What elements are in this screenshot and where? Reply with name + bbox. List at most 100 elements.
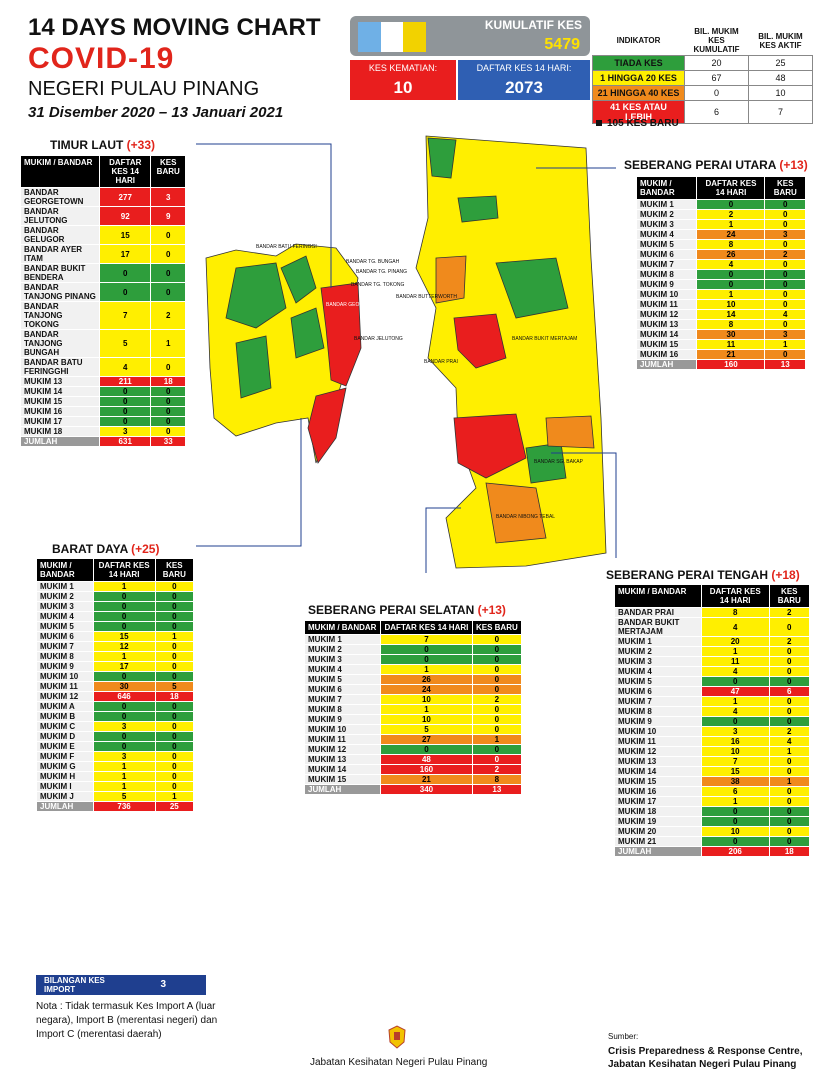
mukim-name: MUKIM 12 xyxy=(303,744,382,755)
new-cases: 0 xyxy=(764,239,806,250)
total-label: JUMLAH xyxy=(36,801,94,812)
cases-14-days: 3 xyxy=(92,751,156,762)
source-label: Sumber: xyxy=(608,1032,639,1041)
district-name: SEBERANG PERAI UTARA xyxy=(624,158,780,172)
mukim-name: MUKIM 6 xyxy=(635,249,698,260)
cases-14-days: 21 xyxy=(380,774,473,785)
cases-14-days: 5 xyxy=(92,791,156,802)
department-footer: Jabatan Kesihatan Negeri Pulau Pinang xyxy=(310,1057,488,1068)
new-cases: 0 xyxy=(768,696,811,707)
new-cases: 0 xyxy=(768,716,811,727)
column-header: KES BARU xyxy=(154,558,195,582)
indicator-header: BIL. MUKIM KES KUMULATIF xyxy=(693,27,740,54)
mukim-name: MUKIM 21 xyxy=(614,836,702,847)
mukim-name: MUKIM 4 xyxy=(614,666,702,677)
cases-14-days: 0 xyxy=(380,644,473,655)
mukim-name: MUKIM F xyxy=(36,751,94,762)
total-row: JUMLAH 206 18 xyxy=(614,846,811,857)
mukim-name: MUKIM J xyxy=(36,791,94,802)
table-row: MUKIM 1 20 2 xyxy=(614,636,811,647)
table-row: MUKIM 5 26 0 xyxy=(303,674,523,685)
new-cases: 0 xyxy=(150,396,186,407)
table-row: MUKIM 16 6 0 xyxy=(614,786,811,797)
cases-14-days: 0 xyxy=(700,676,770,687)
table-row: MUKIM 12 646 18 xyxy=(36,691,195,702)
mukim-name: BANDAR BATU FERINGGHI xyxy=(20,357,100,377)
total-value: 13 xyxy=(764,359,806,370)
mukim-name: MUKIM 6 xyxy=(303,684,382,695)
indicator-cumulative: 20 xyxy=(684,55,749,71)
mukim-name: BANDAR AYER ITAM xyxy=(20,244,100,264)
new-cases: 0 xyxy=(154,671,195,682)
district-count: (+13) xyxy=(779,158,808,172)
new-cases: 0 xyxy=(471,664,523,675)
indicator-active: 25 xyxy=(748,55,813,71)
new-cases: 2 xyxy=(768,636,811,647)
new-cases: 0 xyxy=(154,581,195,592)
column-header: DAFTAR KES 14 HARI xyxy=(92,558,156,582)
mukim-name: MUKIM 14 xyxy=(614,766,702,777)
table-row: MUKIM 3 11 0 xyxy=(614,656,811,667)
mukim-name: MUKIM 9 xyxy=(635,279,698,290)
mukim-name: MUKIM 13 xyxy=(20,376,100,387)
cases-14-days: 1 xyxy=(92,651,156,662)
table-row: BANDAR BUKIT MERTAJAM 4 0 xyxy=(614,617,811,637)
source-line: Jabatan Kesihatan Negeri Pulau Pinang xyxy=(608,1059,797,1070)
mukim-name: MUKIM 10 xyxy=(36,671,94,682)
mukim-name: MUKIM 17 xyxy=(20,416,100,427)
new-cases: 2 xyxy=(150,301,186,330)
table-row: MUKIM 6 26 2 xyxy=(635,249,806,260)
mukim-name: MUKIM 6 xyxy=(36,631,94,642)
cases-14-days: 7 xyxy=(700,756,770,767)
new-cases: 1 xyxy=(150,329,186,358)
new-cases: 0 xyxy=(768,836,811,847)
cases-14-days: 0 xyxy=(98,406,152,417)
cases-14-days: 1 xyxy=(700,796,770,807)
mukim-name: MUKIM E xyxy=(36,741,94,752)
cases-14-days: 10 xyxy=(380,714,473,725)
table-row: BANDAR GELUGOR 15 0 xyxy=(20,225,186,245)
mukim-name: BANDAR TANJONG PINANG xyxy=(20,282,100,302)
cases-14-days: 277 xyxy=(98,187,152,207)
mukim-name: MUKIM 15 xyxy=(20,396,100,407)
cases-14-days: 646 xyxy=(92,691,156,702)
cases-14-days: 10 xyxy=(696,299,766,310)
table-header-row: MUKIM / BANDAR DAFTAR KES 14 HARI KES BARU xyxy=(20,155,186,188)
table-row: MUKIM 6 24 0 xyxy=(303,684,523,695)
mainland-map xyxy=(415,135,607,569)
column-header: DAFTAR KES 14 HARI xyxy=(380,620,473,635)
cases-14-days: 0 xyxy=(380,654,473,665)
mukim-name: MUKIM 7 xyxy=(614,696,702,707)
daftar-label: DAFTAR KES 14 HARI: xyxy=(476,63,572,73)
mukim-name: MUKIM H xyxy=(36,771,94,782)
total-value: 206 xyxy=(700,846,770,857)
new-cases: 3 xyxy=(150,187,186,207)
cases-14-days: 0 xyxy=(700,836,770,847)
cases-14-days: 0 xyxy=(92,731,156,742)
map-label: BANDAR PRAI xyxy=(424,359,458,365)
mukim-name: MUKIM 5 xyxy=(303,674,382,685)
table-row: MUKIM 15 38 1 xyxy=(614,776,811,787)
cases-14-days: 0 xyxy=(92,711,156,722)
table-row: BANDAR JELUTONG 92 9 xyxy=(20,206,186,226)
indicator-header: BIL. MUKIM KES AKTIF xyxy=(758,31,803,50)
total-label: JUMLAH xyxy=(614,846,702,857)
mukim-name: MUKIM 1 xyxy=(36,581,94,592)
mukim-name: MUKIM 12 xyxy=(635,309,698,320)
import-cases-label: BILANGAN KES IMPORT xyxy=(44,976,105,994)
new-cases: 0 xyxy=(471,704,523,715)
cases-14-days: 3 xyxy=(700,726,770,737)
mukim-name: MUKIM 18 xyxy=(614,806,702,817)
new-cases: 1 xyxy=(154,631,195,642)
indicator-label: TIADA KES xyxy=(592,55,685,71)
indicator-cumulative: 6 xyxy=(684,100,749,124)
mukim-name: MUKIM B xyxy=(36,711,94,722)
total-label: JUMLAH xyxy=(303,784,382,795)
mukim-name: MUKIM 9 xyxy=(36,661,94,672)
new-cases: 0 xyxy=(764,319,806,330)
